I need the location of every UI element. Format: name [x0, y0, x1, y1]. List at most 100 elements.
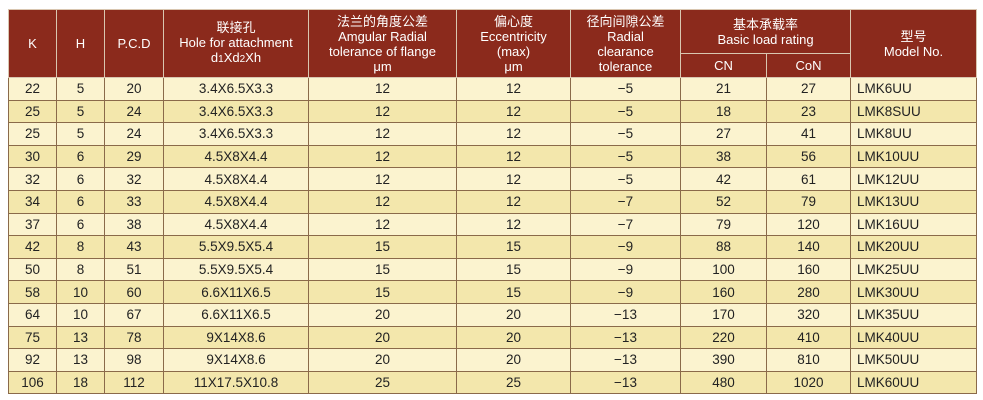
cell-flange-tolerance: 12 [308, 167, 457, 191]
cell-k: 50 [8, 257, 57, 282]
cell-cn: 220 [680, 325, 767, 350]
header-radial-clearance: 径向间隙公差 Radial clearance tolerance [570, 9, 681, 78]
cell-pcd: 43 [104, 235, 164, 259]
cell-eccentricity: 12 [456, 99, 571, 124]
table-row: 25 5 24 3.4X6.5X3.3 12 12 −5 27 41 LMK8UU [8, 122, 977, 146]
cell-radial-clearance: −5 [570, 77, 681, 101]
cell-hole: 4.5X8X4.4 [163, 144, 309, 169]
cell-cn: 88 [680, 235, 767, 259]
cell-model: LMK8SUU [850, 99, 977, 124]
header-eccentricity: 偏心度 Eccentricity (max) μm [456, 9, 571, 78]
cell-model: LMK12UU [850, 167, 977, 191]
cell-model: LMK50UU [850, 348, 977, 372]
cell-hole: 4.5X8X4.4 [163, 167, 309, 191]
cell-pcd: 33 [104, 189, 164, 214]
header-radial-en1: Radial [607, 28, 644, 44]
cell-eccentricity: 12 [456, 167, 571, 191]
cell-h: 6 [56, 189, 105, 214]
cell-eccentricity: 12 [456, 144, 571, 169]
header-flange-en2: tolerance of flange [329, 43, 436, 59]
cell-eccentricity: 25 [456, 370, 571, 395]
header-pcd: P.C.D [104, 9, 164, 78]
cell-cn: 160 [680, 280, 767, 304]
cell-cn: 100 [680, 257, 767, 282]
cell-k: 22 [8, 77, 57, 101]
cell-con: 410 [766, 325, 851, 350]
cell-hole: 9X14X8.6 [163, 348, 309, 372]
spec-table-container: K H P.C.D 联接孔 Hole for attachment d1Xd2X… [8, 9, 977, 395]
header-hole: 联接孔 Hole for attachment d1Xd2Xh [163, 9, 309, 78]
cell-pcd: 38 [104, 212, 164, 237]
table-row: 64 10 67 6.6X11X6.5 20 20 −13 170 320 LMK35UU [8, 302, 977, 327]
cell-radial-clearance: −9 [570, 280, 681, 304]
cell-model: LMK35UU [850, 302, 977, 327]
header-load-rating: 基本承载率 Basic load rating [680, 9, 851, 54]
header-h: H [56, 9, 105, 78]
cell-k: 106 [8, 370, 57, 395]
cell-hole: 6.6X11X6.5 [163, 302, 309, 327]
cell-h: 5 [56, 122, 105, 146]
cell-flange-tolerance: 20 [308, 325, 457, 350]
cell-flange-tolerance: 15 [308, 280, 457, 304]
cell-eccentricity: 20 [456, 302, 571, 327]
cell-k: 34 [8, 189, 57, 214]
table-row: 30 6 29 4.5X8X4.4 12 12 −5 38 56 LMK10UU [8, 144, 977, 169]
cell-con: 120 [766, 212, 851, 237]
cell-radial-clearance: −13 [570, 302, 681, 327]
cell-eccentricity: 12 [456, 122, 571, 146]
cell-h: 8 [56, 257, 105, 282]
cell-flange-tolerance: 12 [308, 77, 457, 101]
header-ecc-unit: μm [504, 58, 523, 74]
table-row: 25 5 24 3.4X6.5X3.3 12 12 −5 18 23 LMK8SUU [8, 99, 977, 124]
cell-pcd: 67 [104, 302, 164, 327]
cell-model: LMK60UU [850, 370, 977, 395]
cell-k: 64 [8, 302, 57, 327]
cell-model: LMK16UU [850, 212, 977, 237]
table-row: 42 8 43 5.5X9.5X5.4 15 15 −9 88 140 LMK20UU [8, 235, 977, 259]
cell-radial-clearance: −9 [570, 257, 681, 282]
spec-table-body: 22 5 20 3.4X6.5X3.3 12 12 −5 21 27 LMK6UU 25 5 24 3.4… [8, 77, 977, 395]
cell-pcd: 98 [104, 348, 164, 372]
cell-hole: 4.5X8X4.4 [163, 189, 309, 214]
cell-cn: 38 [680, 144, 767, 169]
cell-con: 23 [766, 99, 851, 124]
table-row: 106 18 112 11X17.5X10.8 25 25 −13 480 1020 LMK60U… [8, 370, 977, 395]
cell-flange-tolerance: 20 [308, 348, 457, 372]
cell-cn: 21 [680, 77, 767, 101]
header-flange-cn: 法兰的角度公差 [336, 13, 428, 29]
cell-cn: 390 [680, 348, 767, 372]
cell-radial-clearance: −5 [570, 99, 681, 124]
header-hole-formula: d1Xd2Xh [210, 50, 262, 65]
cell-k: 30 [8, 144, 57, 169]
header-ecc-en2: (max) [496, 43, 531, 59]
cell-radial-clearance: −13 [570, 370, 681, 395]
table-row: 37 6 38 4.5X8X4.4 12 12 −7 79 120 LMK16UU [8, 212, 977, 237]
cell-radial-clearance: −5 [570, 167, 681, 191]
cell-pcd: 51 [104, 257, 164, 282]
cell-model: LMK20UU [850, 235, 977, 259]
header-radial-en2: clearance [597, 43, 654, 59]
cell-model: LMK25UU [850, 257, 977, 282]
cell-pcd: 29 [104, 144, 164, 169]
cell-model: LMK10UU [850, 144, 977, 169]
cell-flange-tolerance: 15 [308, 235, 457, 259]
cell-k: 32 [8, 167, 57, 191]
header-cn: CN [680, 53, 767, 78]
cell-radial-clearance: −5 [570, 144, 681, 169]
header-flange-en1: Amgular Radial [338, 28, 427, 44]
header-radial-en3: tolerance [598, 58, 653, 74]
table-row: 75 13 78 9X14X8.6 20 20 −13 220 410 LMK40UU [8, 325, 977, 350]
cell-hole: 4.5X8X4.4 [163, 212, 309, 237]
cell-hole: 3.4X6.5X3.3 [163, 122, 309, 146]
cell-pcd: 32 [104, 167, 164, 191]
cell-eccentricity: 12 [456, 212, 571, 237]
cell-h: 6 [56, 212, 105, 237]
cell-flange-tolerance: 12 [308, 122, 457, 146]
cell-radial-clearance: −7 [570, 189, 681, 214]
cell-con: 160 [766, 257, 851, 282]
cell-radial-clearance: −13 [570, 348, 681, 372]
cell-pcd: 20 [104, 77, 164, 101]
cell-k: 25 [8, 99, 57, 124]
cell-con: 320 [766, 302, 851, 327]
header-hole-en: Hole for attachment [179, 35, 293, 50]
